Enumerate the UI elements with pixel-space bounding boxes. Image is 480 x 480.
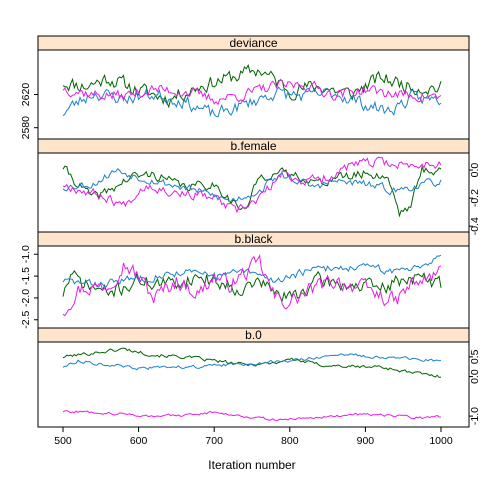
y-tick-label: 0.5 <box>469 349 480 364</box>
y-tick-label: -0.4 <box>469 217 480 235</box>
x-tick-label: 600 <box>130 435 148 447</box>
y-tick-label: -1.5 <box>20 267 32 285</box>
panel-deviance: deviance 2580 2620 <box>20 36 469 139</box>
panel-frame <box>38 153 469 232</box>
panel-b-black: b.black -2.5 -2.0 -1.5 -1.0 <box>20 232 469 329</box>
series-group <box>63 157 441 216</box>
series-group <box>63 348 441 421</box>
series-line-1 <box>63 348 441 377</box>
series-group <box>63 65 441 117</box>
series-line-1 <box>63 166 441 216</box>
y-tick-label: -2.0 <box>20 289 32 307</box>
series-line-3 <box>63 411 441 421</box>
series-line-1 <box>63 271 441 301</box>
y-tick-label: 0.0 <box>469 163 480 178</box>
y-tick-label: 0.0 <box>469 369 480 384</box>
series-line-2 <box>63 354 441 370</box>
x-tick-label: 1000 <box>429 435 453 447</box>
y-tick-label: -0.2 <box>469 189 480 207</box>
x-axis: 500 600 700 800 900 1000 <box>54 427 453 447</box>
x-tick-label: 700 <box>205 435 223 447</box>
panel-frame <box>38 50 469 139</box>
y-tick-label: -1.0 <box>469 407 480 425</box>
panels-layer: deviance 2580 2620 b.female -0.4 -0.2 0.0 b.bla… <box>20 36 480 427</box>
y-tick-label: 2620 <box>20 83 32 107</box>
y-tick-label: 2580 <box>20 116 32 140</box>
y-tick-label: -1.0 <box>20 245 32 263</box>
x-tick-label: 800 <box>281 435 299 447</box>
x-tick-label: 500 <box>54 435 72 447</box>
strip-label: b.black <box>234 232 273 246</box>
strip-label: deviance <box>229 36 277 50</box>
series-line-1 <box>63 65 441 107</box>
panel-frame <box>38 246 469 328</box>
panel-b-female: b.female -0.4 -0.2 0.0 <box>38 139 480 235</box>
x-tick-label: 900 <box>357 435 375 447</box>
strip-label: b.0 <box>245 328 262 342</box>
y-tick-label: -2.5 <box>20 311 32 329</box>
x-axis-title: Iteration number <box>208 458 295 472</box>
panel-b-0: b.0 -1.0 0.0 0.5 <box>38 328 480 427</box>
series-line-3 <box>63 256 441 316</box>
series-group <box>63 255 441 315</box>
strip-label: b.female <box>230 139 276 153</box>
